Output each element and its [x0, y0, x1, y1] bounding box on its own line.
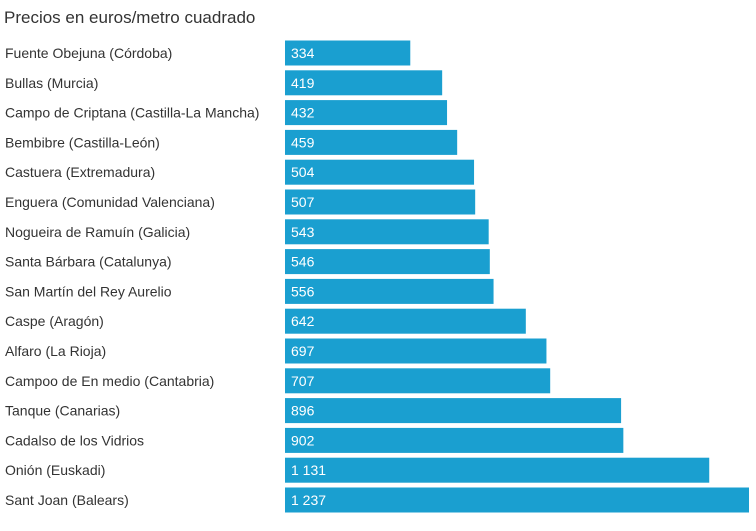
category-label: Fuente Obejuna (Córdoba)	[5, 45, 172, 61]
value-label: 334	[291, 45, 315, 61]
category-label: Santa Bárbara (Catalunya)	[5, 254, 172, 270]
value-label: 707	[291, 373, 315, 389]
bar	[285, 308, 526, 334]
value-label: 556	[291, 283, 315, 299]
category-label: San Martín del Rey Aurelio	[5, 283, 172, 299]
bar	[285, 249, 490, 275]
value-label: 902	[291, 432, 315, 448]
category-label: Campoo de En medio (Cantabria)	[5, 373, 214, 389]
value-label: 459	[291, 134, 315, 150]
category-label: Bembibre (Castilla-León)	[5, 134, 160, 150]
value-label: 432	[291, 105, 315, 121]
value-label: 504	[291, 164, 315, 180]
bar	[285, 100, 448, 126]
category-label: Campo de Criptana (Castilla-La Mancha)	[5, 105, 259, 121]
bar	[285, 398, 622, 424]
category-label: Onión (Euskadi)	[5, 462, 105, 478]
category-label: Bullas (Murcia)	[5, 75, 98, 91]
category-label: Sant Joan (Balears)	[5, 492, 129, 508]
bar	[285, 40, 411, 66]
value-label: 1 131	[291, 462, 326, 478]
value-label: 543	[291, 224, 315, 240]
bar	[285, 189, 476, 215]
category-label: Caspe (Aragón)	[5, 313, 104, 329]
value-label: 896	[291, 403, 315, 419]
category-label: Nogueira de Ramuín (Galicia)	[5, 224, 190, 240]
bar	[285, 427, 624, 453]
bar	[285, 368, 551, 394]
value-label: 1 237	[291, 492, 326, 508]
bar	[285, 457, 710, 483]
category-label: Enguera (Comunidad Valenciana)	[5, 194, 215, 210]
category-label: Tanque (Canarias)	[5, 403, 120, 419]
bar	[285, 487, 749, 513]
value-label: 419	[291, 75, 315, 91]
bar	[285, 129, 458, 155]
bar	[285, 159, 475, 185]
category-label: Castuera (Extremadura)	[5, 164, 155, 180]
value-label: 697	[291, 343, 315, 359]
bar	[285, 278, 494, 304]
bar	[285, 338, 547, 364]
value-label: 642	[291, 313, 315, 329]
category-label: Alfaro (La Rioja)	[5, 343, 106, 359]
value-label: 546	[291, 254, 315, 270]
category-label: Cadalso de los Vidrios	[5, 432, 144, 448]
bar	[285, 219, 489, 245]
value-label: 507	[291, 194, 315, 210]
bar	[285, 70, 443, 96]
chart-title: Precios en euros/metro cuadrado	[4, 8, 256, 27]
